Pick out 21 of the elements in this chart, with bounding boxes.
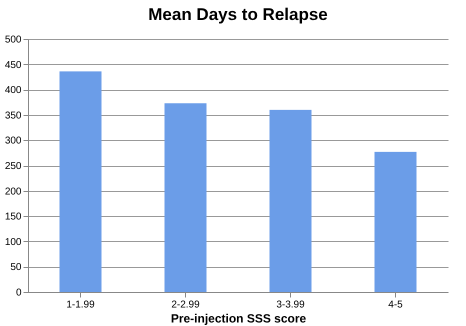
x-tick-label: 3-3.99 bbox=[276, 300, 306, 310]
y-tick-label: 450 bbox=[4, 60, 22, 71]
bar bbox=[270, 110, 312, 292]
y-tick-label: 0 bbox=[16, 288, 22, 298]
y-tick-label: 100 bbox=[4, 236, 22, 248]
y-tick-label: 200 bbox=[4, 186, 22, 198]
y-tick-label: 300 bbox=[4, 136, 22, 147]
bar bbox=[164, 103, 206, 292]
y-tick-label: 500 bbox=[4, 34, 22, 46]
chart-title: Mean Days to Relapse bbox=[148, 5, 328, 24]
x-tick-label: 1-1.99 bbox=[66, 300, 96, 310]
y-tick-label: 350 bbox=[4, 110, 22, 122]
bar bbox=[60, 71, 102, 292]
y-tick-label: 400 bbox=[4, 85, 22, 96]
y-tick-label: 150 bbox=[4, 212, 22, 223]
y-tick-label: 50 bbox=[10, 262, 22, 274]
x-axis-title: Pre-injection SSS score bbox=[170, 312, 307, 326]
y-tick-label: 250 bbox=[4, 161, 22, 172]
x-tick-label: 2-2.99 bbox=[171, 300, 200, 310]
x-tick-label: 4-5 bbox=[388, 300, 404, 310]
bar bbox=[374, 152, 416, 292]
